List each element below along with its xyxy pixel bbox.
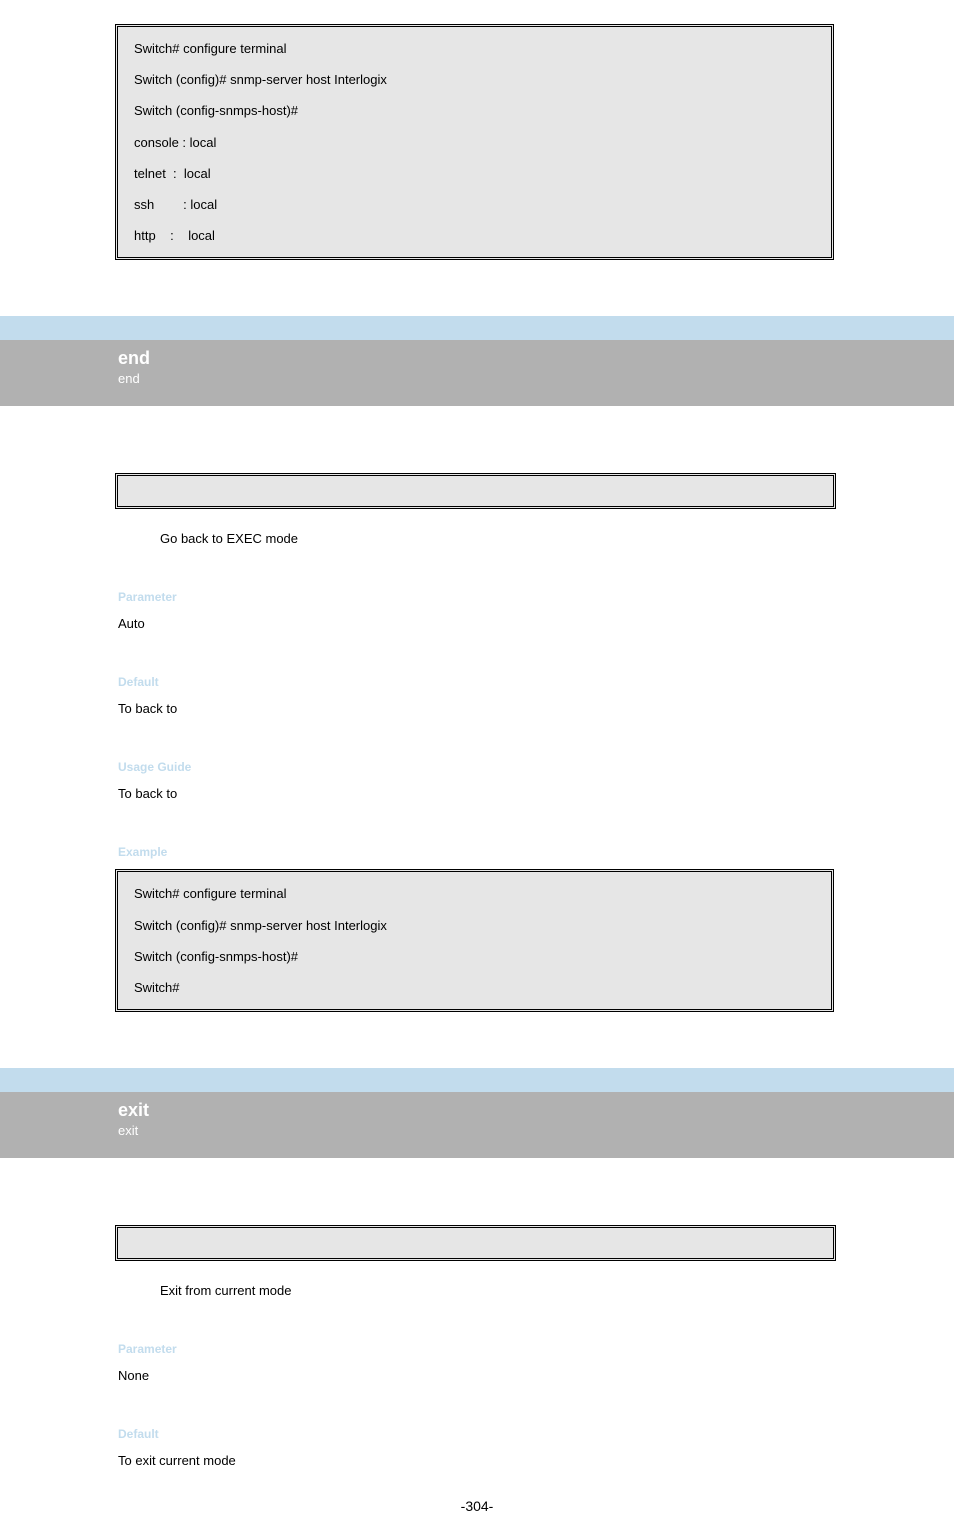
param-text: None <box>118 1368 954 1383</box>
section-banner-end: end end <box>0 316 954 406</box>
section-title: exit <box>118 1100 149 1121</box>
page-number: -304- <box>0 1498 954 1514</box>
code-line: console : local <box>134 127 815 158</box>
usage-text: To back to <box>118 786 954 801</box>
code-line: Switch (config-snmps-host)# <box>134 941 815 972</box>
section-banner-exit: exit exit <box>0 1068 954 1158</box>
param-label: Parameter <box>118 1342 954 1356</box>
param-text: Auto <box>118 616 954 631</box>
default-text: To back to <box>118 701 954 716</box>
code-line: http : local <box>134 220 815 251</box>
syntax-desc: Exit from current mode <box>160 1283 954 1298</box>
syntax-label: Syntax <box>118 1202 954 1217</box>
section-title: end <box>118 348 150 369</box>
syntax-box <box>115 473 836 509</box>
code-line: Switch (config)# snmp-server host Interl… <box>134 910 815 941</box>
syntax-desc: Go back to EXEC mode <box>160 531 954 546</box>
syntax-box <box>115 1225 836 1261</box>
code-line: Switch (config)# snmp-server host Interl… <box>134 64 815 95</box>
default-text: To exit current mode <box>118 1453 954 1468</box>
default-label: Default <box>118 1427 954 1441</box>
code-line: Switch# configure terminal <box>134 33 815 64</box>
param-label: Parameter <box>118 590 954 604</box>
section-cmd: end <box>118 371 150 386</box>
usage-label: Usage Guide <box>118 760 954 774</box>
code-box: Switch# configure terminal Switch (confi… <box>115 869 834 1012</box>
syntax-label: Syntax <box>118 450 954 465</box>
code-line: ssh : local <box>134 189 815 220</box>
default-label: Default <box>118 675 954 689</box>
example-label: Example <box>118 845 954 859</box>
code-line: Switch# <box>134 972 815 1003</box>
section-cmd: exit <box>118 1123 149 1138</box>
code-box: Switch# configure terminal Switch (confi… <box>115 24 834 260</box>
code-line: Switch (config-snmps-host)# <box>134 95 815 126</box>
code-line: Switch# configure terminal <box>134 878 815 909</box>
code-line: telnet : local <box>134 158 815 189</box>
